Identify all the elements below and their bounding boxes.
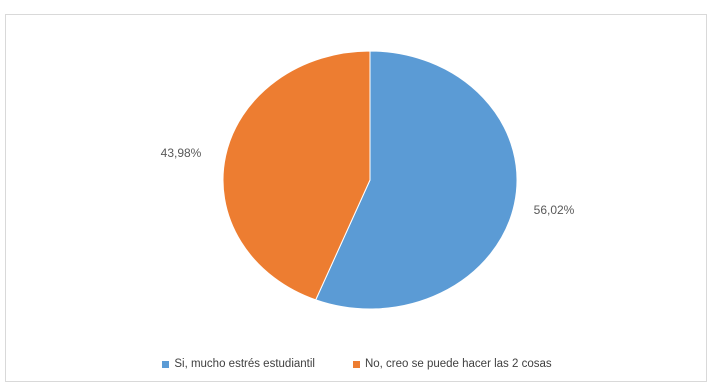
legend-item-si: Si, mucho estrés estudiantil xyxy=(162,358,315,370)
legend-label-si: Si, mucho estrés estudiantil xyxy=(174,358,315,370)
legend-item-no: No, creo se puede hacer las 2 cosas xyxy=(353,358,552,370)
legend-label-no: No, creo se puede hacer las 2 cosas xyxy=(365,358,552,370)
legend-swatch-no xyxy=(353,361,360,368)
legend: Si, mucho estrés estudiantil No, creo se… xyxy=(6,358,708,370)
data-label-no: 43,98% xyxy=(161,146,202,160)
cropped-heading xyxy=(0,0,713,10)
chart-area: 56,02% 43,98% Si, mucho estrés estudianti… xyxy=(5,14,707,382)
pie-chart: 56,02% 43,98% xyxy=(6,15,708,355)
data-label-si: 56,02% xyxy=(534,203,575,217)
legend-swatch-si xyxy=(162,361,169,368)
